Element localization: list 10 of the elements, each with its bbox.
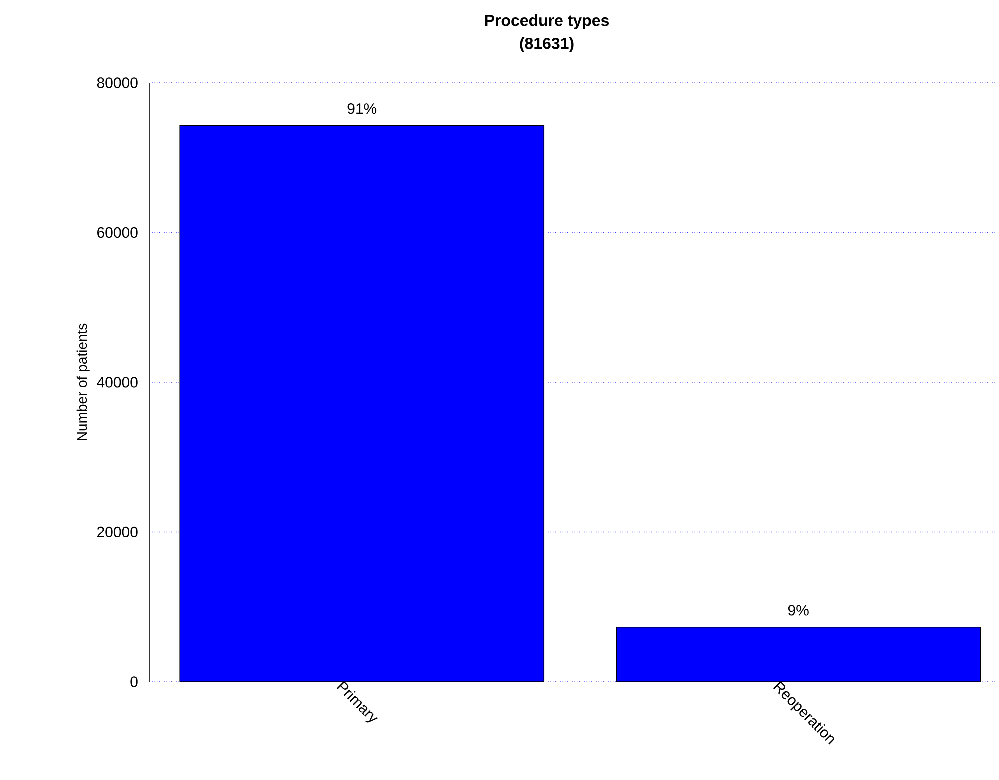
y-axis-title: Number of patients <box>76 324 90 440</box>
chart-subtitle: (81631) <box>520 38 574 52</box>
y-tick-label: 0 <box>130 676 138 688</box>
chart-title: Procedure types <box>485 14 610 30</box>
annotation: 91% <box>348 104 377 114</box>
y-tick-label: 60000 <box>98 227 138 238</box>
y-tick-label: 40000 <box>97 377 138 388</box>
annotation: 9% <box>788 605 809 616</box>
y-tick-label: 80000 <box>97 78 138 88</box>
y-tick-label: 20000 <box>98 526 138 538</box>
